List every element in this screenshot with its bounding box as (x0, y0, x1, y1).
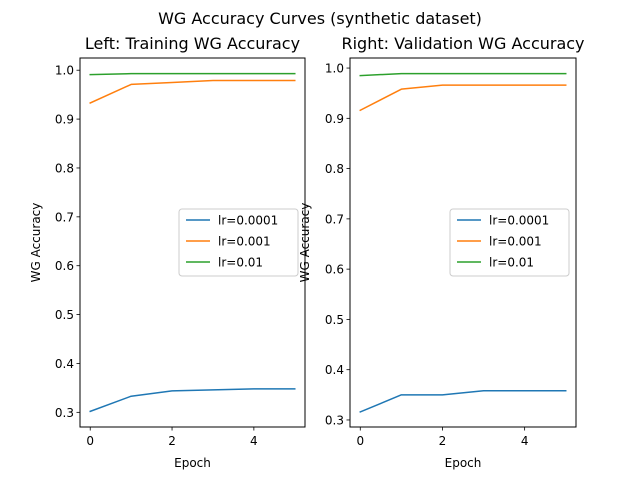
legend-label: lr=0.001 (489, 235, 542, 249)
legend-label: lr=0.001 (218, 235, 271, 249)
y-tick-label: 0.9 (325, 112, 344, 126)
y-tick-label: 0.5 (55, 308, 74, 322)
x-tick-label: 2 (439, 434, 447, 448)
y-ticks: 0.3 0.4 0.5 0.6 0.7 0.8 0.9 1.0 (55, 64, 80, 420)
x-axis-label: Epoch (174, 456, 211, 470)
x-axis-label: Epoch (445, 456, 482, 470)
y-tick-label: 0.9 (55, 113, 74, 127)
series-line-1 (359, 390, 567, 413)
legend-label: lr=0.0001 (218, 214, 278, 228)
legend: lr=0.0001 lr=0.001 lr=0.01 (178, 208, 299, 277)
series-lines (359, 72, 567, 413)
y-tick-label: 0.8 (55, 161, 74, 175)
series-lines (89, 72, 296, 413)
legend-frame (449, 208, 570, 277)
series-line-3 (89, 72, 296, 76)
y-tick-label: 0.6 (55, 259, 74, 273)
y-tick-label: 0.3 (325, 413, 344, 427)
y-tick-label: 0.4 (325, 363, 344, 377)
y-tick-label: 1.0 (55, 64, 74, 78)
y-tick-label: 0.6 (325, 263, 344, 277)
series-line-2 (359, 84, 567, 112)
legend-entry: lr=0.0001 (457, 214, 549, 228)
x-tick-label: 2 (168, 434, 176, 448)
y-ticks: 0.3 0.4 0.5 0.6 0.7 0.8 0.9 1.0 (325, 62, 350, 427)
y-axis-label: WG Accuracy (29, 203, 43, 283)
y-tick-label: 0.3 (55, 406, 74, 420)
legend-frame (178, 208, 299, 277)
x-tick-label: 0 (86, 434, 94, 448)
legend: lr=0.0001 lr=0.001 lr=0.01 (449, 208, 570, 277)
figure-suptitle: WG Accuracy Curves (synthetic dataset) (158, 9, 482, 28)
legend-entry: lr=0.001 (186, 235, 271, 249)
x-tick-label: 0 (356, 434, 364, 448)
y-tick-label: 0.7 (55, 210, 74, 224)
validation-accuracy-panel: Right: Validation WG Accuracy 0 2 4 0.3 0.4… (298, 34, 585, 470)
x-tick-label: 4 (250, 434, 258, 448)
legend-entry: lr=0.0001 (186, 214, 278, 228)
y-tick-label: 0.7 (325, 212, 344, 226)
y-tick-label: 0.5 (325, 313, 344, 327)
panel-title: Left: Training WG Accuracy (85, 34, 300, 53)
legend-entry: lr=0.001 (457, 235, 542, 249)
series-line-2 (89, 79, 296, 104)
y-tick-label: 1.0 (325, 62, 344, 76)
x-ticks: 0 2 4 (356, 427, 528, 448)
legend-label: lr=0.0001 (489, 214, 549, 228)
x-tick-label: 4 (521, 434, 529, 448)
legend-label: lr=0.01 (218, 256, 263, 270)
y-axis-label: WG Accuracy (298, 203, 312, 283)
y-tick-label: 0.4 (55, 357, 74, 371)
legend-label: lr=0.01 (489, 256, 534, 270)
panel-title: Right: Validation WG Accuracy (341, 34, 584, 53)
legend-entry: lr=0.01 (186, 256, 263, 270)
series-line-3 (359, 72, 567, 77)
training-accuracy-panel: Left: Training WG Accuracy 0 2 4 0.3 0.4 0.5… (29, 34, 306, 470)
legend-entry: lr=0.01 (457, 256, 534, 270)
y-tick-label: 0.8 (325, 162, 344, 176)
x-ticks: 0 2 4 (86, 427, 258, 448)
series-line-1 (89, 388, 296, 413)
